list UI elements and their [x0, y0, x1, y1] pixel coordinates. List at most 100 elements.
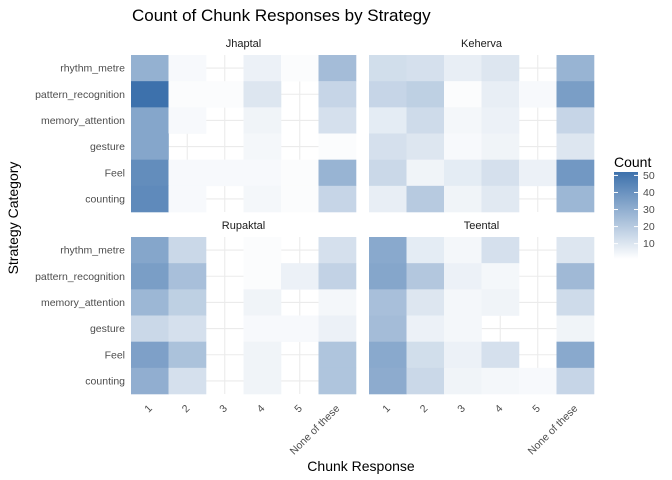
panel-jhaptal: Jhaptal rhythm_metre pattern_recognitionme…	[35, 38, 357, 213]
heatmap-cell	[556, 263, 595, 290]
heatmap-cell	[369, 107, 407, 134]
x-tick-label: 3	[455, 403, 468, 416]
heatmap-cell	[131, 315, 169, 342]
heatmap-cell	[481, 107, 520, 134]
heatmap-cell	[131, 341, 169, 369]
heatmap-cell	[556, 55, 595, 82]
heatmap-cell	[243, 133, 282, 160]
heatmap-cell	[168, 341, 207, 369]
heatmap-cell	[243, 81, 282, 108]
heatmap-cell	[369, 185, 407, 213]
heatmap-cell	[168, 159, 207, 187]
heatmap-cell	[281, 159, 319, 187]
heatmap-cell	[281, 55, 319, 82]
panel-strip-label: Teental	[464, 220, 499, 232]
heatmap-cell	[481, 263, 520, 290]
heatmap-cell	[556, 185, 595, 213]
y-tick-label: rhythm_metre	[60, 63, 125, 75]
heatmap-cell	[406, 315, 445, 342]
heatmap-cell	[556, 133, 595, 160]
heatmap-cell	[444, 367, 482, 395]
heatmap-cell	[318, 367, 357, 395]
heatmap-cell	[369, 159, 407, 187]
legend-tick-label: 10	[643, 238, 655, 250]
heatmap-cell	[444, 341, 482, 369]
heatmap-cell	[406, 237, 445, 264]
heatmap-cell	[131, 107, 169, 134]
heatmap-cell	[243, 107, 282, 134]
heatmap-cell	[243, 55, 282, 82]
x-tick-label: 1	[380, 403, 393, 416]
heatmap-cell	[406, 341, 445, 369]
heatmap-cell	[556, 341, 595, 369]
heatmap-cell	[243, 367, 282, 395]
heatmap-cell	[481, 367, 520, 395]
heatmap-cell	[318, 107, 357, 134]
heatmap-cell	[131, 185, 169, 213]
heatmap-cell	[131, 367, 169, 395]
x-tick-label: 3	[217, 403, 230, 416]
x-tick-label: 4	[493, 403, 506, 416]
panel-rupaktal: Rupaktal rhythm_metre pattern_recognitionm…	[35, 220, 357, 457]
heatmap-cell	[369, 341, 407, 369]
heatmap-cell	[481, 185, 520, 213]
heatmap-cell	[318, 55, 357, 82]
panel-strip-label: Jhaptal	[226, 38, 261, 50]
heatmap-cell	[318, 263, 357, 290]
heatmap-cell	[406, 367, 445, 395]
legend-title: Count	[614, 154, 651, 170]
heatmap-cell	[243, 185, 282, 213]
heatmap-cell	[481, 55, 520, 82]
legend-tick-label: 30	[643, 204, 655, 216]
y-tick-label: counting	[85, 375, 125, 387]
heatmap-cell	[131, 133, 169, 160]
heatmap-cell	[369, 133, 407, 160]
y-tick-label: memory_attention	[41, 297, 125, 309]
x-tick-label: 1	[142, 403, 155, 416]
heatmap-cell	[131, 55, 169, 82]
heatmap-cell	[444, 263, 482, 290]
heatmap-cell	[406, 107, 445, 134]
heatmap-cell	[131, 289, 169, 316]
x-axis-title: Chunk Response	[307, 458, 415, 474]
heatmap-cell	[444, 55, 482, 82]
heatmap-cell	[369, 289, 407, 316]
heatmap-cell	[206, 159, 244, 187]
heatmap-cell	[168, 107, 207, 134]
panel-keherva: Keherva	[369, 38, 595, 213]
y-tick-label: gesture	[90, 323, 125, 335]
heatmap-cell	[556, 107, 595, 134]
heatmap-cell	[318, 159, 357, 187]
legend-colorbar	[614, 172, 638, 259]
heatmap-cell	[444, 185, 482, 213]
heatmap-cell	[318, 315, 357, 342]
heatmap-cell	[406, 159, 445, 187]
chart-title: Count of Chunk Responses by Strategy	[132, 6, 431, 25]
heatmap-cell	[481, 133, 520, 160]
heatmap-cell	[481, 341, 520, 369]
x-tick-label: 2	[418, 403, 431, 416]
legend: Count 10 20 30 40 50	[614, 154, 655, 259]
heatmap-cell	[406, 55, 445, 82]
panels-layer: Jhaptal rhythm_metre pattern_recognitionme…	[35, 38, 595, 457]
heatmap-cell	[556, 237, 595, 264]
heatmap-cell	[168, 81, 207, 108]
y-tick-label: counting	[85, 193, 125, 205]
heatmap-cell	[281, 315, 319, 342]
heatmap-cell	[369, 367, 407, 395]
heatmap-cell	[318, 185, 357, 213]
x-tick-label: 5	[530, 403, 543, 416]
heatmap-cell	[444, 81, 482, 108]
y-axis-title: Strategy Category	[5, 162, 21, 275]
y-tick-label: pattern_recognition	[35, 271, 125, 283]
heatmap-cell	[168, 315, 207, 342]
y-tick-label: gesture	[90, 141, 125, 153]
heatmap-cell	[168, 289, 207, 316]
heatmap-cell	[318, 237, 357, 264]
x-tick-label: 5	[292, 403, 305, 416]
heatmap-cell	[131, 159, 169, 187]
heatmap-cell	[444, 289, 482, 316]
heatmap-cell	[131, 81, 169, 108]
heatmap-cell	[206, 81, 244, 108]
legend-tick-label: 20	[643, 221, 655, 233]
